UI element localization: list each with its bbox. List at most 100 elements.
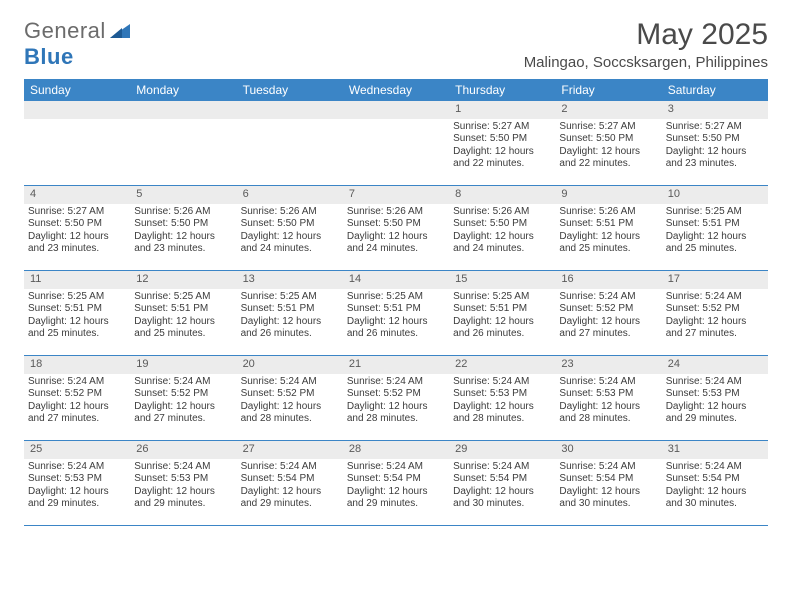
day-body: Sunrise: 5:25 AMSunset: 5:51 PMDaylight:… — [24, 289, 130, 345]
sunrise-text: Sunrise: 5:24 AM — [347, 376, 445, 389]
sunrise-text: Sunrise: 5:24 AM — [559, 291, 657, 304]
logo-text-1: General — [24, 18, 106, 44]
day-number: 24 — [662, 356, 768, 374]
weeks-container: 1Sunrise: 5:27 AMSunset: 5:50 PMDaylight… — [24, 101, 768, 526]
sunset-text: Sunset: 5:54 PM — [347, 473, 445, 486]
sunset-text: Sunset: 5:51 PM — [134, 303, 232, 316]
day-body: Sunrise: 5:24 AMSunset: 5:52 PMDaylight:… — [662, 289, 768, 345]
day-body: Sunrise: 5:24 AMSunset: 5:52 PMDaylight:… — [130, 374, 236, 430]
daylight-text: Daylight: 12 hours and 26 minutes. — [453, 316, 551, 341]
day-number: 31 — [662, 441, 768, 459]
day-body: Sunrise: 5:24 AMSunset: 5:53 PMDaylight:… — [449, 374, 555, 430]
day-number: 22 — [449, 356, 555, 374]
sunrise-text: Sunrise: 5:27 AM — [28, 206, 126, 219]
day-cell: 14Sunrise: 5:25 AMSunset: 5:51 PMDayligh… — [343, 271, 449, 355]
sunrise-text: Sunrise: 5:24 AM — [666, 461, 764, 474]
day-cell: 6Sunrise: 5:26 AMSunset: 5:50 PMDaylight… — [237, 186, 343, 270]
day-body: Sunrise: 5:25 AMSunset: 5:51 PMDaylight:… — [237, 289, 343, 345]
day-number: 14 — [343, 271, 449, 289]
day-cell: 10Sunrise: 5:25 AMSunset: 5:51 PMDayligh… — [662, 186, 768, 270]
day-number: 20 — [237, 356, 343, 374]
day-body: Sunrise: 5:27 AMSunset: 5:50 PMDaylight:… — [662, 119, 768, 175]
day-number: 8 — [449, 186, 555, 204]
sunrise-text: Sunrise: 5:26 AM — [241, 206, 339, 219]
day-body: Sunrise: 5:26 AMSunset: 5:51 PMDaylight:… — [555, 204, 661, 260]
day-number: 1 — [449, 101, 555, 119]
day-cell — [237, 101, 343, 185]
day-number: 3 — [662, 101, 768, 119]
day-body: Sunrise: 5:24 AMSunset: 5:53 PMDaylight:… — [662, 374, 768, 430]
day-body: Sunrise: 5:25 AMSunset: 5:51 PMDaylight:… — [662, 204, 768, 260]
day-number: 12 — [130, 271, 236, 289]
sunset-text: Sunset: 5:51 PM — [559, 218, 657, 231]
sunrise-text: Sunrise: 5:26 AM — [453, 206, 551, 219]
day-body: Sunrise: 5:24 AMSunset: 5:53 PMDaylight:… — [555, 374, 661, 430]
day-number-empty — [130, 101, 236, 119]
day-cell: 23Sunrise: 5:24 AMSunset: 5:53 PMDayligh… — [555, 356, 661, 440]
sunrise-text: Sunrise: 5:25 AM — [134, 291, 232, 304]
day-number: 16 — [555, 271, 661, 289]
location-subtitle: Malingao, Soccsksargen, Philippines — [524, 54, 768, 71]
sunrise-text: Sunrise: 5:24 AM — [453, 461, 551, 474]
day-cell: 17Sunrise: 5:24 AMSunset: 5:52 PMDayligh… — [662, 271, 768, 355]
sunrise-text: Sunrise: 5:24 AM — [28, 461, 126, 474]
dow-friday: Friday — [555, 79, 661, 101]
day-cell: 16Sunrise: 5:24 AMSunset: 5:52 PMDayligh… — [555, 271, 661, 355]
daylight-text: Daylight: 12 hours and 25 minutes. — [666, 231, 764, 256]
sunrise-text: Sunrise: 5:24 AM — [666, 376, 764, 389]
logo-text-2: Blue — [24, 44, 74, 70]
sunrise-text: Sunrise: 5:24 AM — [559, 461, 657, 474]
day-cell: 28Sunrise: 5:24 AMSunset: 5:54 PMDayligh… — [343, 441, 449, 525]
day-number: 5 — [130, 186, 236, 204]
day-cell — [24, 101, 130, 185]
day-cell: 11Sunrise: 5:25 AMSunset: 5:51 PMDayligh… — [24, 271, 130, 355]
day-number: 26 — [130, 441, 236, 459]
day-number: 10 — [662, 186, 768, 204]
dow-saturday: Saturday — [662, 79, 768, 101]
daylight-text: Daylight: 12 hours and 30 minutes. — [559, 486, 657, 511]
dow-wednesday: Wednesday — [343, 79, 449, 101]
sunset-text: Sunset: 5:50 PM — [347, 218, 445, 231]
sunset-text: Sunset: 5:51 PM — [666, 218, 764, 231]
day-cell: 26Sunrise: 5:24 AMSunset: 5:53 PMDayligh… — [130, 441, 236, 525]
day-body: Sunrise: 5:24 AMSunset: 5:52 PMDaylight:… — [343, 374, 449, 430]
daylight-text: Daylight: 12 hours and 24 minutes. — [347, 231, 445, 256]
sunrise-text: Sunrise: 5:25 AM — [347, 291, 445, 304]
day-number-empty — [343, 101, 449, 119]
day-cell: 15Sunrise: 5:25 AMSunset: 5:51 PMDayligh… — [449, 271, 555, 355]
daylight-text: Daylight: 12 hours and 29 minutes. — [134, 486, 232, 511]
day-body: Sunrise: 5:25 AMSunset: 5:51 PMDaylight:… — [130, 289, 236, 345]
day-number: 15 — [449, 271, 555, 289]
day-number-empty — [24, 101, 130, 119]
day-number: 21 — [343, 356, 449, 374]
sunset-text: Sunset: 5:50 PM — [453, 133, 551, 146]
day-number: 29 — [449, 441, 555, 459]
daylight-text: Daylight: 12 hours and 30 minutes. — [666, 486, 764, 511]
day-body: Sunrise: 5:26 AMSunset: 5:50 PMDaylight:… — [343, 204, 449, 260]
day-cell: 19Sunrise: 5:24 AMSunset: 5:52 PMDayligh… — [130, 356, 236, 440]
day-cell: 4Sunrise: 5:27 AMSunset: 5:50 PMDaylight… — [24, 186, 130, 270]
logo-triangle-icon — [110, 18, 130, 44]
day-body: Sunrise: 5:26 AMSunset: 5:50 PMDaylight:… — [130, 204, 236, 260]
title-block: May 2025 Malingao, Soccsksargen, Philipp… — [524, 18, 768, 71]
sunrise-text: Sunrise: 5:24 AM — [241, 376, 339, 389]
daylight-text: Daylight: 12 hours and 23 minutes. — [28, 231, 126, 256]
sunset-text: Sunset: 5:50 PM — [28, 218, 126, 231]
sunset-text: Sunset: 5:53 PM — [666, 388, 764, 401]
day-cell: 29Sunrise: 5:24 AMSunset: 5:54 PMDayligh… — [449, 441, 555, 525]
day-cell — [343, 101, 449, 185]
sunset-text: Sunset: 5:50 PM — [559, 133, 657, 146]
sunset-text: Sunset: 5:50 PM — [453, 218, 551, 231]
dow-thursday: Thursday — [449, 79, 555, 101]
day-cell: 27Sunrise: 5:24 AMSunset: 5:54 PMDayligh… — [237, 441, 343, 525]
day-body: Sunrise: 5:24 AMSunset: 5:54 PMDaylight:… — [662, 459, 768, 515]
daylight-text: Daylight: 12 hours and 27 minutes. — [28, 401, 126, 426]
day-body: Sunrise: 5:25 AMSunset: 5:51 PMDaylight:… — [449, 289, 555, 345]
day-number: 28 — [343, 441, 449, 459]
daylight-text: Daylight: 12 hours and 27 minutes. — [134, 401, 232, 426]
day-cell: 21Sunrise: 5:24 AMSunset: 5:52 PMDayligh… — [343, 356, 449, 440]
daylight-text: Daylight: 12 hours and 24 minutes. — [453, 231, 551, 256]
logo-line2: Blue — [24, 44, 74, 70]
day-number-empty — [237, 101, 343, 119]
daylight-text: Daylight: 12 hours and 29 minutes. — [28, 486, 126, 511]
